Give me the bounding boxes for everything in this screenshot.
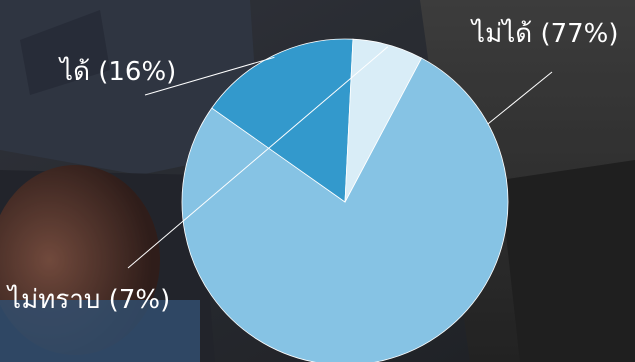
pie-slice-not-possible: [181, 57, 509, 362]
slice-label-possible: ได้ (16%): [58, 56, 176, 87]
pie-slice-possible: [211, 38, 354, 203]
pie-slice-dont-know: [344, 38, 423, 203]
slice-label-dont-know: ไม่ทราบ (7%): [6, 284, 170, 315]
leader-line-dont-know: [127, 46, 389, 269]
slice-label-not-possible: ไม่ได้ (77%): [470, 18, 619, 49]
label-leader-lines: [127, 46, 553, 269]
leader-line-possible: [144, 56, 275, 96]
pie-slices: [181, 38, 509, 362]
leader-line-not-possible: [487, 71, 553, 125]
slice-labels: ไม่ได้ (77%) ได้ (16%) ไม่ทราบ (7%): [6, 18, 619, 315]
